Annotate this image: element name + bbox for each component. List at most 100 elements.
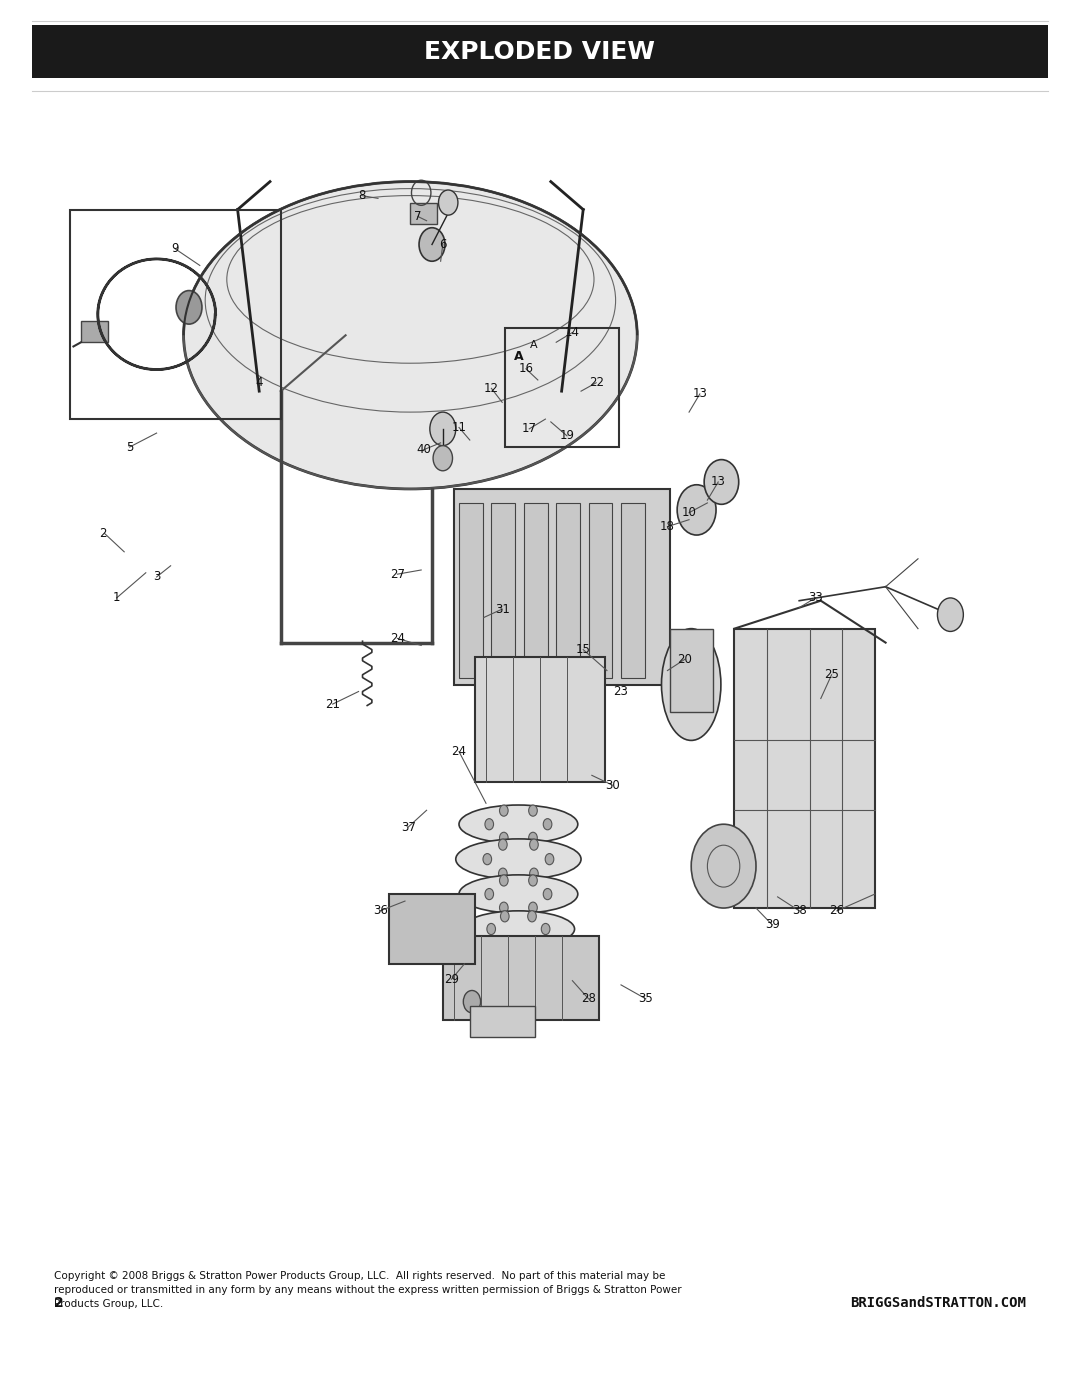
Text: 14: 14 (565, 326, 580, 339)
Ellipse shape (661, 629, 721, 740)
Circle shape (529, 875, 538, 886)
Text: 2: 2 (54, 1296, 64, 1310)
Circle shape (499, 805, 509, 816)
Text: 19: 19 (559, 429, 575, 443)
Circle shape (677, 485, 716, 535)
Text: A: A (514, 349, 523, 363)
Circle shape (500, 911, 509, 922)
Text: 35: 35 (638, 992, 653, 1006)
Text: 22: 22 (589, 376, 604, 390)
Text: 20: 20 (677, 652, 692, 666)
Text: 23: 23 (613, 685, 629, 698)
Text: 30: 30 (605, 778, 620, 792)
Text: 13: 13 (692, 387, 707, 401)
Text: 24: 24 (390, 631, 405, 645)
Text: 10: 10 (681, 506, 697, 520)
Ellipse shape (459, 805, 578, 844)
Text: 11: 11 (451, 420, 467, 434)
Circle shape (499, 875, 509, 886)
Bar (491, 503, 515, 678)
Text: 29: 29 (444, 972, 459, 986)
Ellipse shape (456, 838, 581, 880)
Circle shape (499, 868, 508, 879)
Text: 13: 13 (711, 475, 726, 489)
Bar (589, 503, 612, 678)
Circle shape (704, 460, 739, 504)
Bar (505, 328, 619, 447)
Text: 31: 31 (495, 602, 510, 616)
Text: 3: 3 (153, 570, 160, 584)
Text: 21: 21 (325, 697, 340, 711)
Circle shape (499, 833, 509, 844)
Text: 26: 26 (829, 904, 845, 918)
Text: 33: 33 (808, 591, 823, 605)
Bar (443, 936, 599, 1020)
Text: 25: 25 (824, 668, 839, 682)
Circle shape (528, 911, 537, 922)
Text: 12: 12 (484, 381, 499, 395)
Bar (524, 503, 548, 678)
Text: BRIGGSandSTRATTON.COM: BRIGGSandSTRATTON.COM (850, 1296, 1026, 1310)
Circle shape (485, 819, 494, 830)
Bar (389, 894, 475, 964)
Circle shape (529, 868, 538, 879)
Bar (470, 1006, 535, 1037)
Circle shape (438, 190, 458, 215)
Text: 6: 6 (440, 237, 446, 251)
Text: 36: 36 (373, 904, 388, 918)
Text: 37: 37 (401, 820, 416, 834)
Bar (70, 210, 281, 419)
Circle shape (500, 936, 509, 947)
Circle shape (541, 923, 550, 935)
Circle shape (419, 228, 445, 261)
Text: 40: 40 (416, 443, 431, 457)
Text: 24: 24 (451, 745, 467, 759)
Text: 28: 28 (581, 992, 596, 1006)
Circle shape (433, 446, 453, 471)
Circle shape (529, 840, 538, 851)
Circle shape (430, 412, 456, 446)
Circle shape (499, 902, 509, 914)
FancyBboxPatch shape (32, 25, 1048, 78)
Text: 9: 9 (172, 242, 178, 256)
Text: Copyright © 2008 Briggs & Stratton Power Products Group, LLC.  All rights reserv: Copyright © 2008 Briggs & Stratton Power… (54, 1271, 681, 1309)
Text: EXPLODED VIEW: EXPLODED VIEW (424, 39, 656, 64)
Bar (410, 203, 437, 224)
Bar (556, 503, 580, 678)
Text: 4: 4 (256, 376, 262, 390)
Text: 5: 5 (126, 440, 133, 454)
Ellipse shape (459, 875, 578, 914)
Text: 8: 8 (359, 189, 365, 203)
Circle shape (691, 824, 756, 908)
Circle shape (487, 923, 496, 935)
Text: 16: 16 (518, 362, 534, 376)
Bar (454, 489, 670, 685)
Bar (459, 503, 483, 678)
Text: A: A (529, 339, 538, 351)
Circle shape (499, 840, 508, 851)
Circle shape (529, 805, 538, 816)
Circle shape (463, 990, 481, 1013)
Circle shape (937, 598, 963, 631)
Text: 38: 38 (792, 904, 807, 918)
Bar (734, 629, 875, 908)
Circle shape (485, 888, 494, 900)
Circle shape (543, 888, 552, 900)
Circle shape (483, 854, 491, 865)
Circle shape (545, 854, 554, 865)
Bar (81, 321, 108, 342)
Bar (670, 629, 713, 712)
Text: 2: 2 (99, 527, 106, 541)
Bar (621, 503, 645, 678)
Circle shape (176, 291, 202, 324)
Circle shape (529, 902, 538, 914)
Text: 18: 18 (660, 520, 675, 534)
Text: 17: 17 (522, 422, 537, 436)
Circle shape (529, 833, 538, 844)
Circle shape (528, 936, 537, 947)
Text: 7: 7 (415, 210, 421, 224)
Bar (475, 657, 605, 782)
Circle shape (543, 819, 552, 830)
Text: 39: 39 (765, 918, 780, 932)
Text: 15: 15 (576, 643, 591, 657)
